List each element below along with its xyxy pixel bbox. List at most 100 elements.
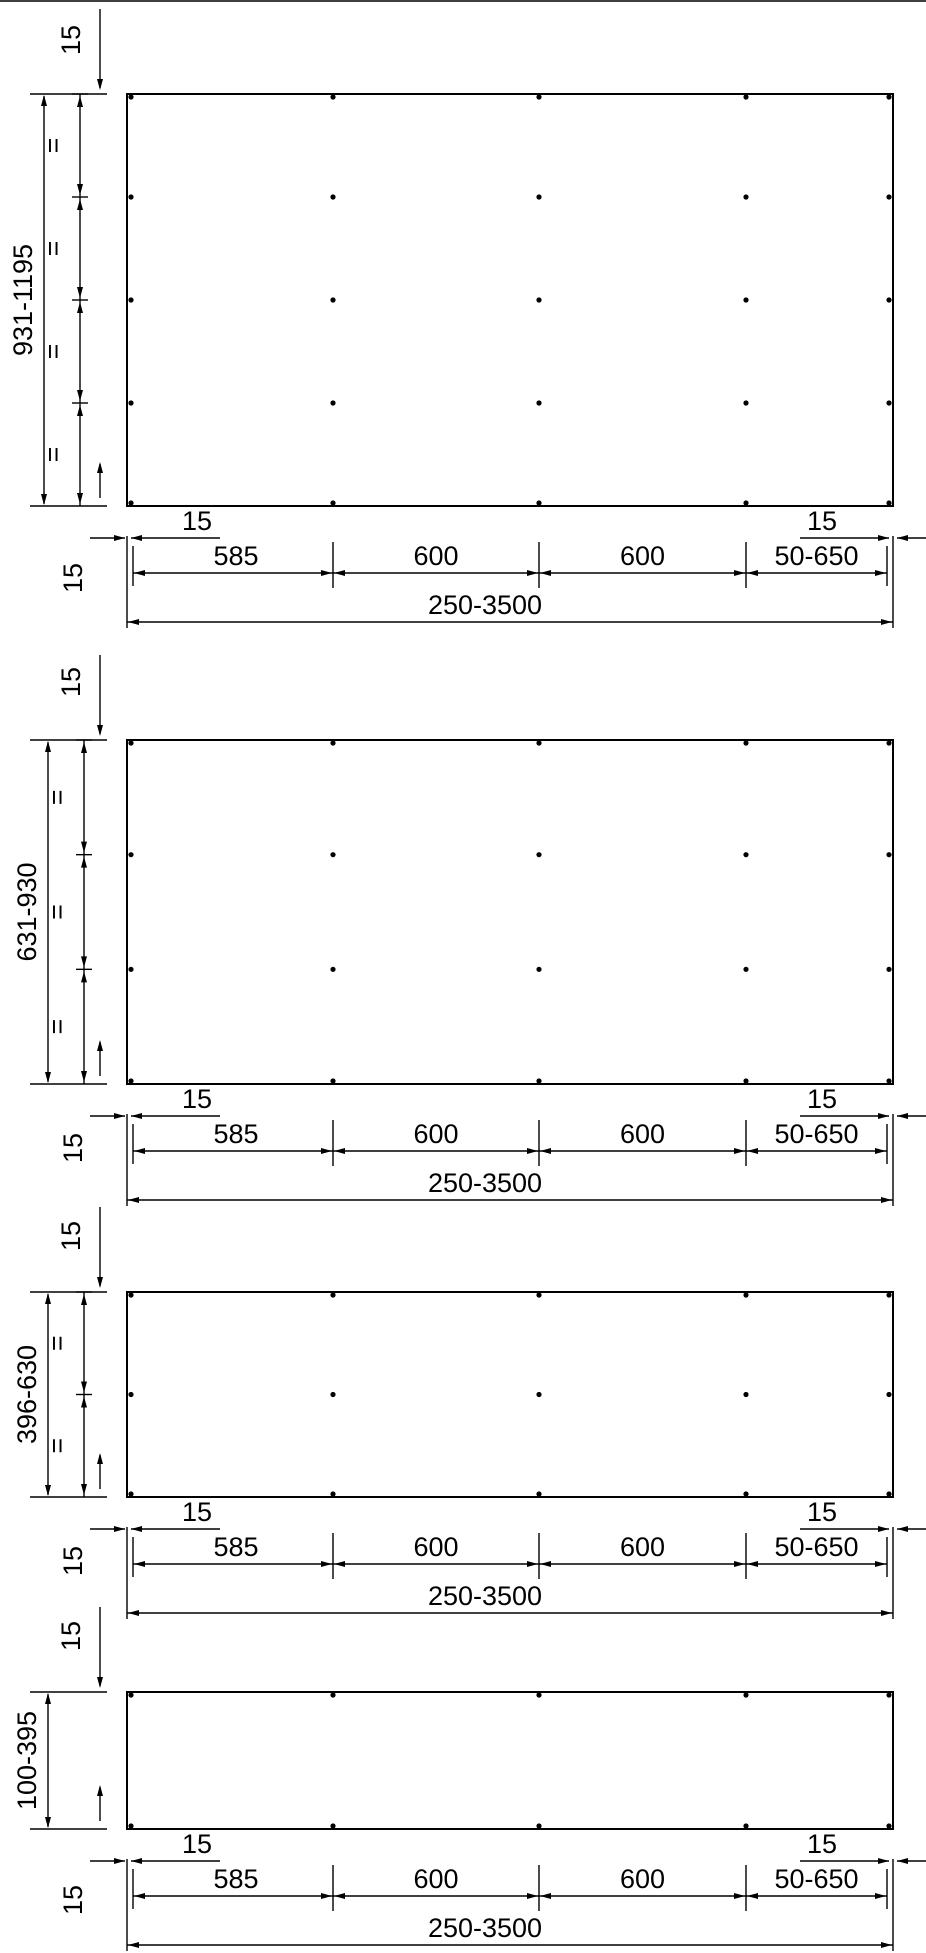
fastener-dot — [330, 1823, 336, 1829]
fastener-dot — [128, 740, 134, 746]
arrowhead — [97, 1277, 103, 1288]
arrowhead — [77, 405, 83, 416]
fastener-dot — [886, 297, 892, 303]
arrowhead — [45, 1293, 51, 1304]
arrowhead — [128, 1942, 139, 1948]
arrowhead — [321, 1148, 332, 1154]
fastener-dot — [330, 500, 336, 506]
arrowhead — [734, 1893, 745, 1899]
arrowhead — [77, 184, 83, 195]
arrowhead — [77, 199, 83, 210]
fastener-dot — [128, 400, 134, 406]
arrowhead — [540, 1893, 551, 1899]
arrowhead — [81, 1381, 87, 1393]
arrowhead — [134, 570, 145, 576]
arrowhead — [81, 956, 87, 968]
spacing-label: 600 — [413, 1119, 458, 1149]
spacing-label: 600 — [620, 1532, 665, 1562]
spacing-label: 50-650 — [774, 1864, 858, 1894]
fastener-dot — [128, 852, 134, 858]
arrowhead — [878, 1526, 889, 1532]
fastener-dot — [886, 94, 892, 100]
arrowhead — [77, 493, 83, 504]
arrowhead — [45, 741, 51, 752]
fastener-dot — [330, 966, 336, 972]
arrowhead — [527, 1148, 538, 1154]
division-mark: = — [38, 138, 68, 154]
arrowhead — [97, 79, 103, 90]
fastener-dot — [886, 1692, 892, 1698]
arrowhead — [540, 1148, 551, 1154]
spacing-label: 585 — [213, 1532, 258, 1562]
arrowhead — [41, 95, 47, 106]
fastener-dot — [743, 966, 749, 972]
fastener-dot — [743, 1823, 749, 1829]
arrowhead — [734, 570, 745, 576]
fastener-dot — [128, 1292, 134, 1298]
arrowhead — [131, 1526, 142, 1532]
fastener-dot — [743, 1078, 749, 1084]
arrowhead — [134, 1893, 145, 1899]
fastener-dot — [330, 1292, 336, 1298]
arrowhead — [77, 96, 83, 107]
spacing-label: 600 — [620, 541, 665, 571]
arrowhead — [131, 1858, 142, 1864]
arrowhead — [41, 494, 47, 505]
arrowhead — [81, 1294, 87, 1305]
arrowhead — [881, 619, 892, 625]
arrowhead — [81, 1396, 87, 1408]
panel-outline — [126, 93, 894, 507]
spacing-label: 50-650 — [774, 1119, 858, 1149]
fastener-dot — [128, 1823, 134, 1829]
bottom-offset-label: 15 — [58, 563, 88, 593]
fastener-dot — [743, 297, 749, 303]
fastener-dot — [330, 852, 336, 858]
arrowhead — [334, 570, 345, 576]
fastener-dot — [128, 1078, 134, 1084]
fastener-dot — [536, 1491, 542, 1497]
fastener-dot — [886, 1292, 892, 1298]
arrowhead — [114, 535, 125, 541]
arrowhead — [875, 1893, 886, 1899]
arrowhead — [747, 1893, 758, 1899]
fastener-dot — [536, 740, 542, 746]
top-offset-label: 15 — [56, 1621, 86, 1651]
fastener-dot — [886, 1078, 892, 1084]
fastener-dot — [886, 966, 892, 972]
arrowhead — [131, 535, 142, 541]
spacing-label: 600 — [413, 1532, 458, 1562]
arrowhead — [97, 462, 103, 473]
arrowhead — [45, 1485, 51, 1496]
fastener-dot — [128, 1391, 134, 1398]
division-mark: = — [42, 789, 72, 805]
top-offset-label: 15 — [56, 25, 86, 55]
fastener-dot — [536, 1391, 542, 1398]
fastener-dot — [330, 297, 336, 303]
arrowhead — [334, 1893, 345, 1899]
spacing-label: 600 — [620, 1119, 665, 1149]
fastener-dot — [886, 194, 892, 200]
arrowhead — [97, 1040, 103, 1051]
arrowhead — [334, 1148, 345, 1154]
arrowhead — [897, 1113, 908, 1119]
height-label: 631-930 — [12, 862, 42, 961]
spacing-label: 585 — [213, 1119, 258, 1149]
arrowhead — [81, 1071, 87, 1082]
spacing-label: 585 — [213, 1864, 258, 1894]
arrowhead — [131, 1113, 142, 1119]
fastener-dot — [886, 740, 892, 746]
fastener-dot — [743, 94, 749, 100]
fastener-dot — [536, 297, 542, 303]
arrowhead — [114, 1113, 125, 1119]
arrowhead — [897, 1526, 908, 1532]
spacing-label: 600 — [620, 1864, 665, 1894]
division-mark: = — [42, 904, 72, 920]
width-label: 250-3500 — [428, 1913, 542, 1943]
arrowhead — [747, 1561, 758, 1567]
division-mark: = — [42, 1335, 72, 1351]
arrowhead — [527, 570, 538, 576]
height-label: 396-630 — [12, 1345, 42, 1444]
arrowhead — [77, 287, 83, 298]
